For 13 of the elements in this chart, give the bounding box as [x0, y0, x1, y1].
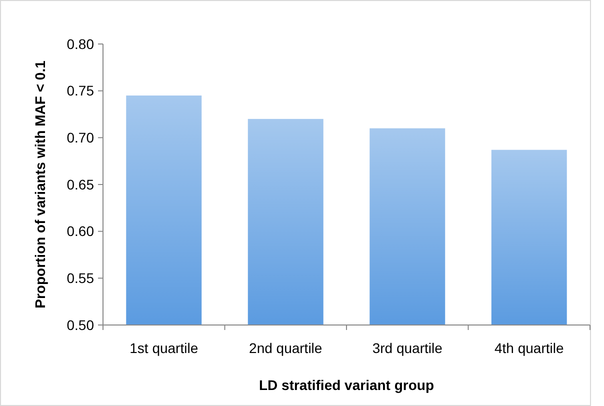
y-tick-label: 0.50 — [66, 316, 94, 333]
y-axis-title: Proportion of variants with MAF < 0.1 — [32, 60, 48, 308]
x-tick-label: 1st quartile — [130, 340, 198, 356]
y-tick-label: 0.65 — [66, 176, 94, 192]
x-tick-label: 3rd quartile — [372, 340, 443, 356]
x-tick-label: 4th quartile — [494, 340, 564, 356]
x-tick-label: 2nd quartile — [249, 340, 322, 356]
y-tick-label: 0.55 — [66, 270, 94, 286]
y-tick-label: 0.60 — [66, 223, 94, 240]
y-tick-label: 0.70 — [66, 130, 94, 146]
x-axis-title: LD stratified variant group — [258, 377, 434, 393]
y-tick-label: 0.80 — [66, 36, 94, 52]
y-tick-label: 0.75 — [66, 82, 94, 99]
